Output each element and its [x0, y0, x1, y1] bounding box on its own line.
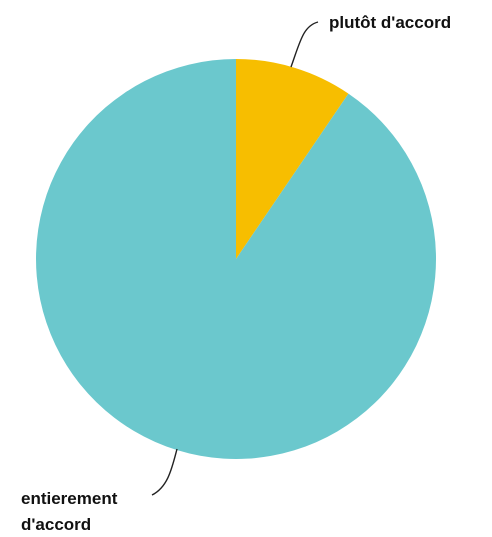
leader-line-plutot: [290, 21, 319, 68]
label-group-entierement: entierement d'accord: [21, 448, 178, 534]
pie-slices: [36, 59, 437, 460]
pie-slice-0: [236, 59, 349, 259]
pie-slice-1: [36, 59, 437, 460]
slice-label-entierement-line2: d'accord: [21, 515, 91, 534]
label-group-plutot: plutôt d'accord: [290, 13, 451, 68]
slice-label-plutot: plutôt d'accord: [329, 13, 451, 32]
leader-line-entierement: [151, 448, 178, 496]
slice-label-entierement-line1: entierement: [21, 489, 118, 508]
